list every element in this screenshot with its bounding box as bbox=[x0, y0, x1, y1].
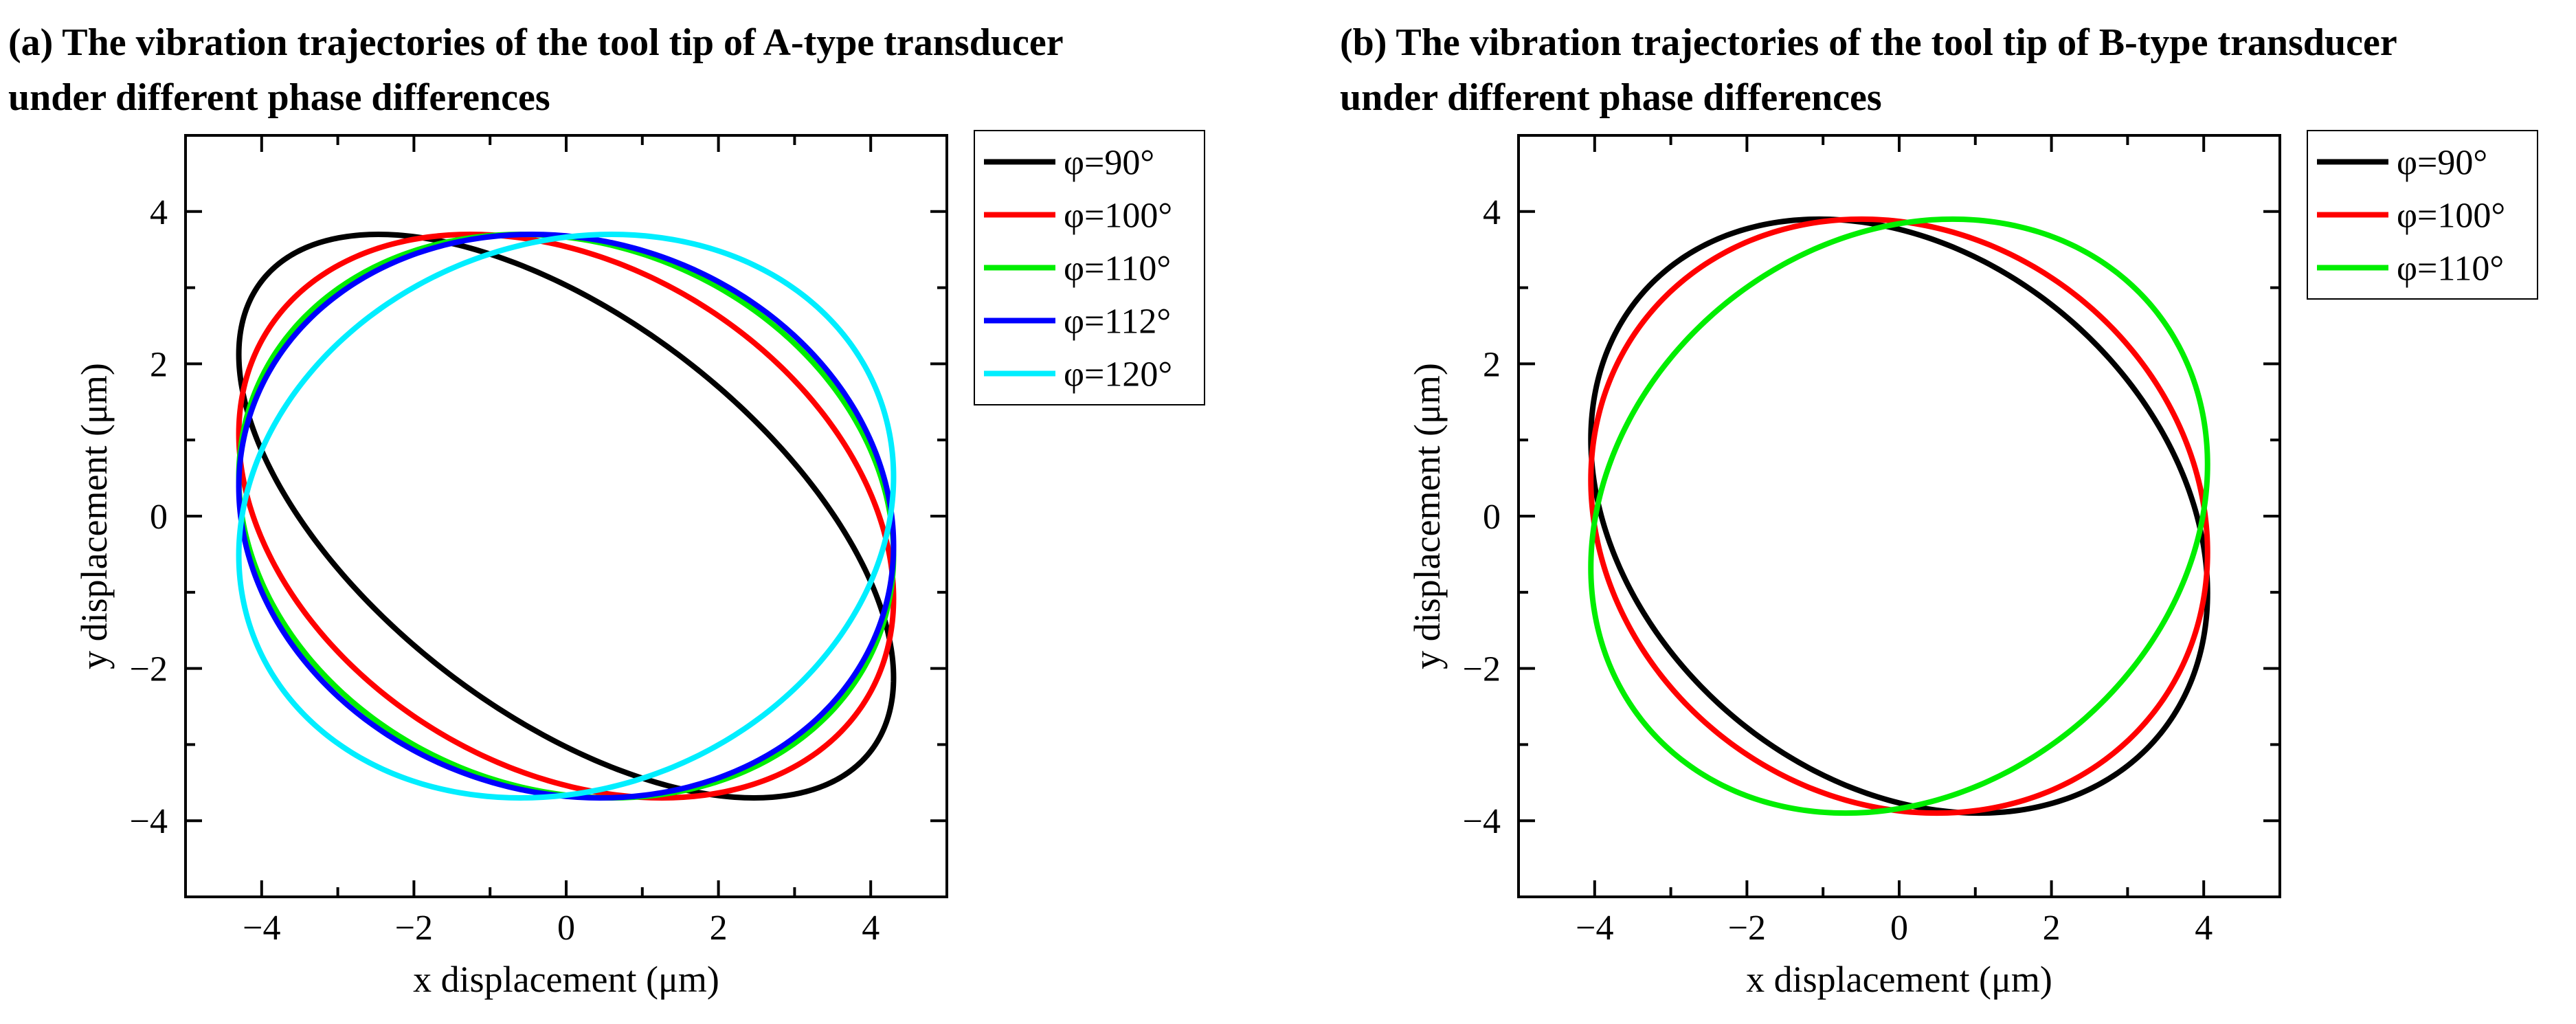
y-axis-label: y displacement (μm) bbox=[1407, 363, 1448, 669]
x-tick-label: 0 bbox=[1890, 909, 1908, 948]
series-curve bbox=[236, 232, 897, 801]
legend-label: φ=112° bbox=[1064, 302, 1171, 342]
y-tick-label: 0 bbox=[1483, 498, 1501, 537]
series-curve bbox=[236, 232, 897, 801]
x-tick-label: 4 bbox=[862, 909, 880, 948]
x-tick-label: 0 bbox=[557, 909, 575, 948]
series-curve bbox=[1588, 216, 2210, 816]
x-axis-label: x displacement (μm) bbox=[413, 959, 719, 1000]
x-tick-label: 2 bbox=[710, 909, 728, 948]
series-curve bbox=[1588, 216, 2210, 816]
legend-label: φ=100° bbox=[1064, 197, 1172, 236]
y-axis-label: y displacement (μm) bbox=[74, 363, 115, 669]
series-curve bbox=[1588, 216, 2210, 816]
y-tick-label: 2 bbox=[150, 345, 168, 384]
chart-title-line: under different phase differences bbox=[8, 76, 550, 119]
y-tick-label: −4 bbox=[130, 802, 168, 841]
x-axis-label: x displacement (μm) bbox=[1746, 959, 2052, 1000]
legend-label: φ=100° bbox=[2397, 197, 2505, 236]
y-tick-label: 0 bbox=[150, 498, 168, 537]
chart-panel-a: (a) The vibration trajectories of the to… bbox=[8, 21, 1205, 1000]
x-tick-label: 2 bbox=[2043, 909, 2061, 948]
y-tick-label: −2 bbox=[130, 650, 168, 689]
chart-title-line: under different phase differences bbox=[1340, 76, 1882, 119]
x-tick-label: −2 bbox=[395, 909, 433, 948]
x-tick-label: −4 bbox=[243, 909, 280, 948]
chart-title-line: (b) The vibration trajectories of the to… bbox=[1340, 21, 2397, 64]
legend-label: φ=90° bbox=[1064, 144, 1154, 183]
x-tick-label: 4 bbox=[2195, 909, 2213, 948]
series-curve bbox=[236, 232, 897, 801]
curves bbox=[1588, 216, 2210, 816]
legend-label: φ=120° bbox=[1064, 355, 1172, 394]
y-tick-label: 4 bbox=[1483, 193, 1501, 232]
legend-label: φ=110° bbox=[2397, 249, 2504, 289]
x-tick-label: −4 bbox=[1576, 909, 1613, 948]
y-tick-label: −4 bbox=[1463, 802, 1501, 841]
curves bbox=[236, 232, 897, 801]
series-curve bbox=[236, 232, 897, 801]
y-tick-label: 4 bbox=[150, 193, 168, 232]
y-tick-label: 2 bbox=[1483, 345, 1501, 384]
series-curve bbox=[236, 232, 897, 801]
x-tick-label: −2 bbox=[1728, 909, 1766, 948]
chart-panel-b: (b) The vibration trajectories of the to… bbox=[1340, 21, 2538, 1000]
legend-label: φ=90° bbox=[2397, 144, 2487, 183]
legend-label: φ=110° bbox=[1064, 249, 1171, 289]
plot-frame bbox=[1517, 134, 2281, 898]
chart-title-line: (a) The vibration trajectories of the to… bbox=[8, 21, 1064, 64]
y-tick-label: −2 bbox=[1463, 650, 1501, 689]
